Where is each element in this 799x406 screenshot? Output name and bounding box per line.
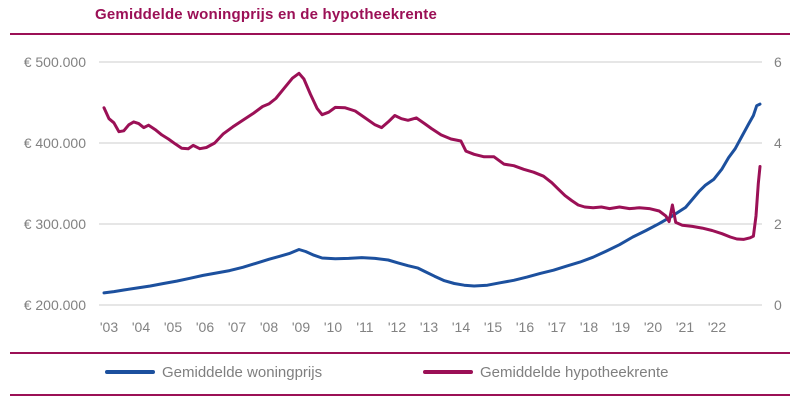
x-axis-tick-label: '18: [579, 319, 599, 335]
bottom-divider: [10, 394, 790, 396]
x-axis-tick-label: '14: [451, 319, 471, 335]
legend-item-hypotheekrente: Gemiddelde hypotheekrente: [423, 362, 668, 382]
rate-line-swatch: [423, 370, 473, 374]
x-axis-tick-label: '16: [515, 319, 535, 335]
price-line-swatch: [105, 370, 155, 374]
x-axis-tick-label: '20: [643, 319, 663, 335]
x-axis-tick-label: '19: [611, 319, 631, 335]
x-axis-tick-label: '12: [387, 319, 407, 335]
price-line: [102, 102, 762, 295]
y-axis-left-tick-label: € 400.000: [23, 135, 86, 151]
x-axis-tick-label: '05: [163, 319, 183, 335]
x-axis-tick-label: '13: [419, 319, 439, 335]
top-divider: [10, 33, 790, 35]
x-axis-tick-label: '22: [707, 319, 727, 335]
x-axis-tick-label: '07: [227, 319, 247, 335]
y-axis-left-tick-label: € 200.000: [23, 297, 86, 313]
x-axis-tick-label: '03: [99, 319, 119, 335]
x-axis-tick-label: '15: [483, 319, 503, 335]
x-axis-tick-label: '04: [131, 319, 151, 335]
x-axis-tick-label: '21: [675, 319, 695, 335]
x-axis-tick-label: '17: [547, 319, 567, 335]
x-axis-tick-label: '06: [195, 319, 215, 335]
legend-label-woningprijs: Gemiddelde woningprijs: [162, 363, 323, 381]
y-axis-left-tick-label: € 300.000: [23, 216, 86, 232]
y-axis-right-tick-label: 4: [774, 135, 782, 151]
y-axis-right-tick-label: 6: [774, 54, 782, 70]
x-axis-tick-label: '11: [356, 319, 374, 335]
chart-title: Gemiddelde woningprijs en de hypotheekre…: [95, 6, 437, 23]
legend-item-woningprijs: Gemiddelde woningprijs: [105, 362, 322, 382]
y-axis-right-tick-label: 2: [774, 216, 782, 232]
rate-line: [102, 71, 762, 241]
x-axis-tick-label: '08: [259, 319, 279, 335]
x-axis-tick-label: '09: [291, 319, 311, 335]
y-axis-left-tick-label: € 500.000: [23, 54, 86, 70]
legend-label-hypotheekrente: Gemiddelde hypotheekrente: [480, 363, 669, 381]
x-axis-tick-label: '10: [323, 319, 343, 335]
legend-top-divider: [10, 352, 790, 354]
y-axis-right-tick-label: 0: [774, 297, 782, 313]
